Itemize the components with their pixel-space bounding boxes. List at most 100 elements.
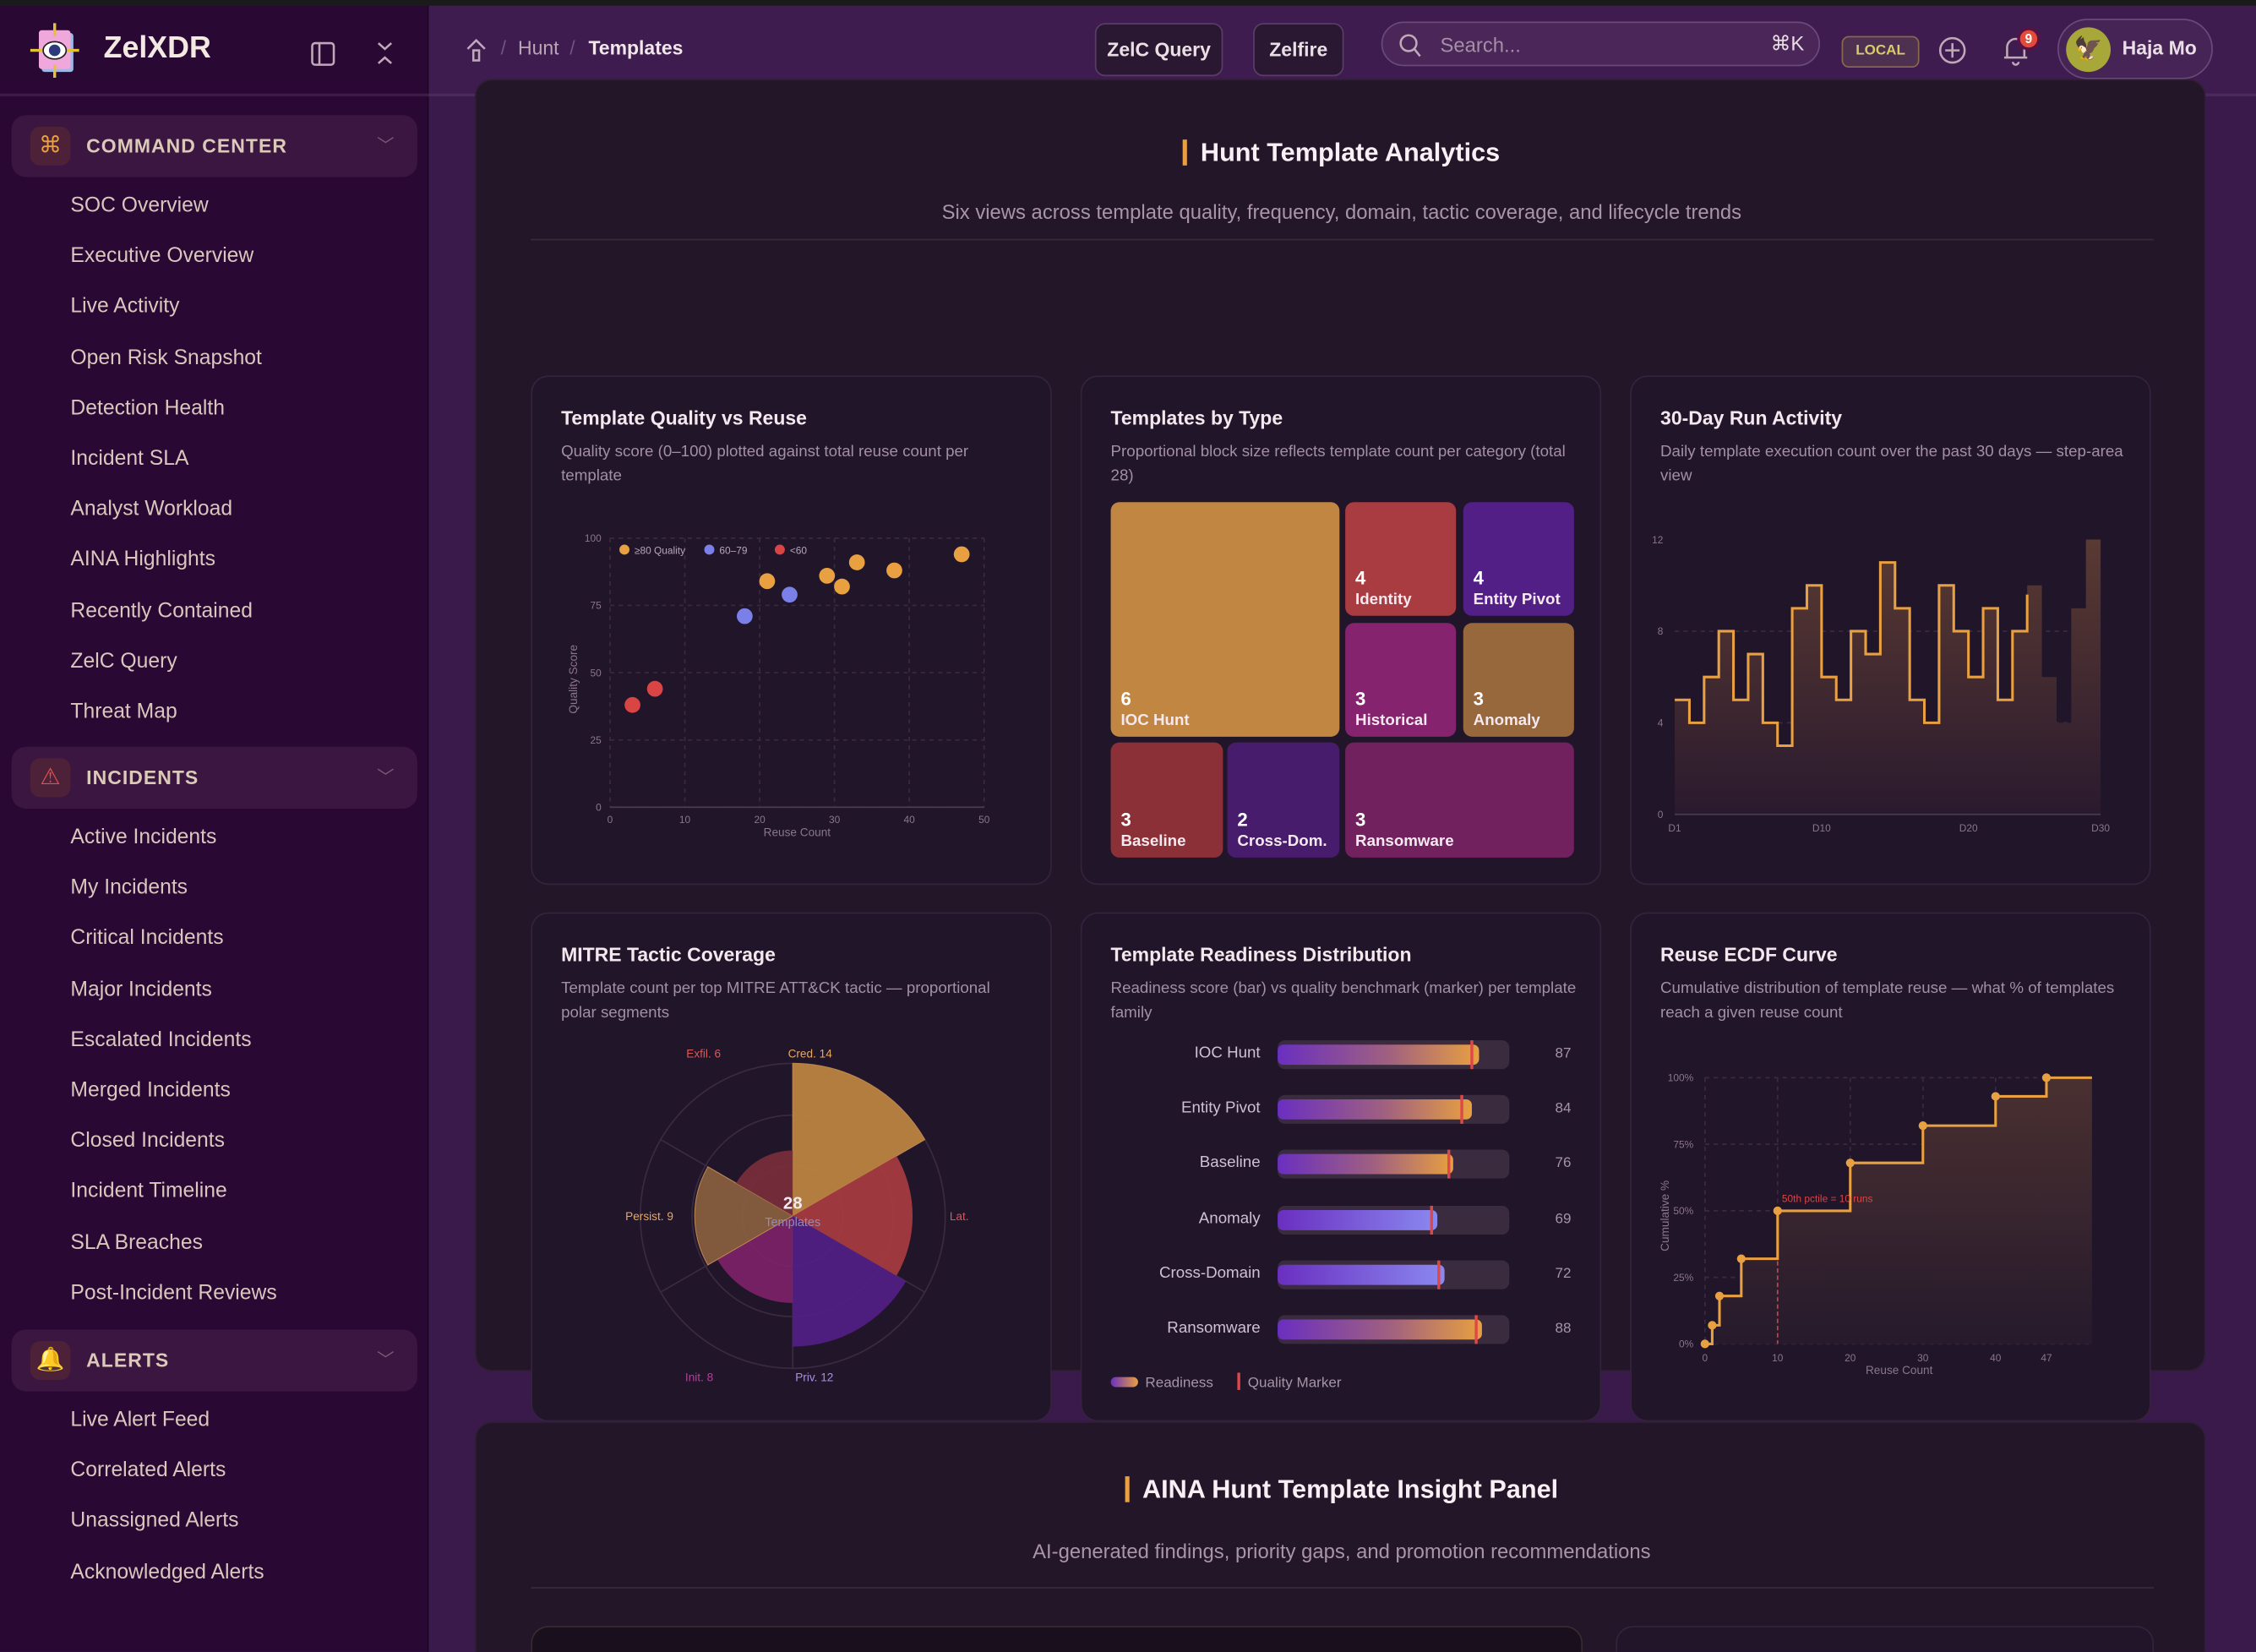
readiness-bar — [1278, 1044, 1479, 1066]
sidebar-item[interactable]: Live Activity — [70, 295, 180, 319]
bar-value: 84 — [1555, 1100, 1572, 1117]
legend-marker — [704, 544, 715, 555]
step-area-chart: 0 4 8 12 D1 D10 D20 D30 — [1652, 534, 2110, 834]
app-name: ZelXDR — [103, 31, 211, 65]
y-tick-label: 0 — [596, 802, 602, 814]
y-tick-label: 75 — [591, 600, 602, 612]
sidebar-item[interactable]: Acknowledged Alerts — [70, 1560, 264, 1584]
treemap-block[interactable]: 3 Ransomware — [1345, 742, 1574, 858]
avatar: 🦅 — [2066, 27, 2112, 73]
zelc-query-button[interactable]: ZelC Query — [1094, 23, 1223, 77]
y-tick-label: 75% — [1673, 1138, 1693, 1150]
add-icon[interactable] — [1938, 36, 1967, 65]
x-tick-label: 30 — [829, 814, 841, 826]
scatter-point — [834, 578, 850, 595]
y-tick-label: 100 — [585, 532, 602, 544]
block-label: Historical — [1355, 712, 1428, 730]
legend: Readiness Quality Marker — [1110, 1372, 1341, 1392]
block-count: 3 — [1355, 808, 1366, 831]
y-tick-label: 0% — [1679, 1339, 1694, 1350]
bar-label: Ransomware — [1167, 1319, 1261, 1337]
treemap-block[interactable]: 2 Cross-Dom. — [1227, 742, 1340, 858]
bar-value: 88 — [1555, 1321, 1572, 1337]
treemap-block[interactable]: 3 Baseline — [1110, 742, 1223, 858]
sidebar-item[interactable]: Open Risk Snapshot — [70, 346, 262, 369]
user-name: Haja Mo — [2122, 37, 2197, 59]
treemap-block[interactable]: 3 Anomaly — [1463, 623, 1574, 737]
polar-segment — [736, 1150, 793, 1216]
sidebar-item[interactable]: Incident SLA — [70, 447, 189, 471]
block-count: 3 — [1355, 687, 1366, 710]
quality-marker — [1469, 1040, 1474, 1070]
card-title: Templates by Type — [1110, 406, 1283, 429]
ecdf-area — [1704, 1077, 2092, 1344]
x-tick-label: 0 — [608, 814, 613, 826]
bar-value: 69 — [1555, 1211, 1572, 1227]
treemap-block[interactable]: 3 Historical — [1345, 623, 1457, 737]
quality-marker — [1430, 1205, 1434, 1235]
card-subtitle: Proportional block size reflects templat… — [1110, 443, 1566, 484]
sidebar-item[interactable]: AINA Highlights — [70, 548, 215, 572]
search-input[interactable]: Search... ⌘K — [1381, 21, 1821, 67]
readiness-card: Template Readiness Distribution Readiness… — [1080, 912, 1602, 1422]
sidebar-item[interactable]: Closed Incidents — [70, 1130, 225, 1153]
scatter-point — [848, 554, 865, 570]
sidebar-item[interactable]: Detection Health — [70, 396, 225, 420]
sidebar-item[interactable]: Executive Overview — [70, 244, 254, 269]
sidebar-item[interactable]: Escalated Incidents — [70, 1028, 252, 1052]
x-tick-label: 47 — [2041, 1352, 2052, 1364]
block-label: Entity Pivot — [1473, 591, 1561, 609]
chevron-down-icon[interactable]: ﹀ — [377, 766, 395, 788]
section-incidents[interactable]: ⚠ INCIDENTS ﹀ — [11, 746, 417, 809]
card-subtitle: Template count per top MITRE ATT&CK tact… — [561, 979, 990, 1022]
sidebar-item[interactable]: Post-Incident Reviews — [70, 1281, 277, 1306]
sidebar-item[interactable]: Merged Incidents — [70, 1079, 231, 1103]
home-icon[interactable] — [466, 37, 487, 62]
chevron-down-icon[interactable]: ﹀ — [377, 1349, 395, 1371]
ecdf-chart: 0% 25% 50% 75% 100% 0 10 20 30 40 47 50th pctile = … — [1659, 1072, 2092, 1377]
segment-label: Cred. 14 — [788, 1048, 833, 1060]
sidebar-item[interactable]: Recently Contained — [70, 599, 253, 623]
section-label: ALERTS — [86, 1349, 170, 1371]
sidebar-item[interactable]: SLA Breaches — [70, 1230, 203, 1255]
segment-label: Init. 8 — [685, 1371, 713, 1384]
block-label: IOC Hunt — [1120, 712, 1190, 730]
breadcrumb-hunt[interactable]: Hunt — [518, 37, 559, 59]
treemap-block[interactable]: 6 IOC Hunt — [1110, 502, 1340, 737]
sidebar-item[interactable]: ZelC Query — [70, 650, 177, 673]
sidebar-toggle-icon[interactable] — [311, 41, 335, 66]
breadcrumb-templates: Templates — [588, 37, 684, 59]
section-alerts[interactable]: 🔔 ALERTS ﹀ — [11, 1329, 417, 1392]
block-count: 4 — [1355, 566, 1366, 589]
zelfire-button[interactable]: Zelfire — [1253, 23, 1344, 77]
notification-count-badge: 9 — [2017, 27, 2041, 51]
ecdf-point — [1773, 1206, 1782, 1216]
sidebar-item[interactable]: Critical Incidents — [70, 927, 224, 951]
divider — [531, 1587, 2155, 1589]
sidebar-item[interactable]: Active Incidents — [70, 826, 217, 849]
sidebar-item[interactable]: Live Alert Feed — [70, 1409, 210, 1432]
sidebar-item[interactable]: My Incidents — [70, 876, 188, 900]
collapse-all-icon[interactable] — [375, 41, 394, 67]
sidebar-item[interactable]: Analyst Workload — [70, 498, 233, 521]
treemap-block[interactable]: 4 Identity — [1345, 502, 1457, 616]
sidebar-item[interactable]: Unassigned Alerts — [70, 1509, 239, 1534]
ecdf-point — [1700, 1339, 1709, 1349]
main-content: Hunt Template Analytics Six views across… — [428, 79, 2256, 1652]
area-fill — [1675, 539, 2101, 815]
chevron-down-icon[interactable]: ﹀ — [377, 135, 395, 155]
treemap-block[interactable]: 4 Entity Pivot — [1463, 502, 1574, 616]
sidebar-item[interactable]: Correlated Alerts — [70, 1458, 226, 1483]
sidebar-item[interactable]: Major Incidents — [70, 978, 212, 1001]
brand: ZelXDR — [0, 6, 429, 97]
sidebar-item[interactable]: Incident Timeline — [70, 1180, 227, 1204]
sidebar-item[interactable]: SOC Overview — [70, 194, 209, 218]
sidebar-item[interactable]: Threat Map — [70, 701, 177, 724]
segment-label: Lat. — [950, 1210, 969, 1223]
y-axis-label: Quality Score — [567, 645, 580, 714]
analytics-subtitle: Six views across template quality, frequ… — [941, 199, 1742, 223]
user-menu[interactable]: 🦅 Haja Mo — [2057, 19, 2213, 79]
x-tick-label: 10 — [1772, 1352, 1784, 1364]
section-command-center[interactable]: ⌘ COMMAND CENTER ﹀ — [11, 115, 417, 177]
x-tick-label: 30 — [1917, 1352, 1929, 1364]
